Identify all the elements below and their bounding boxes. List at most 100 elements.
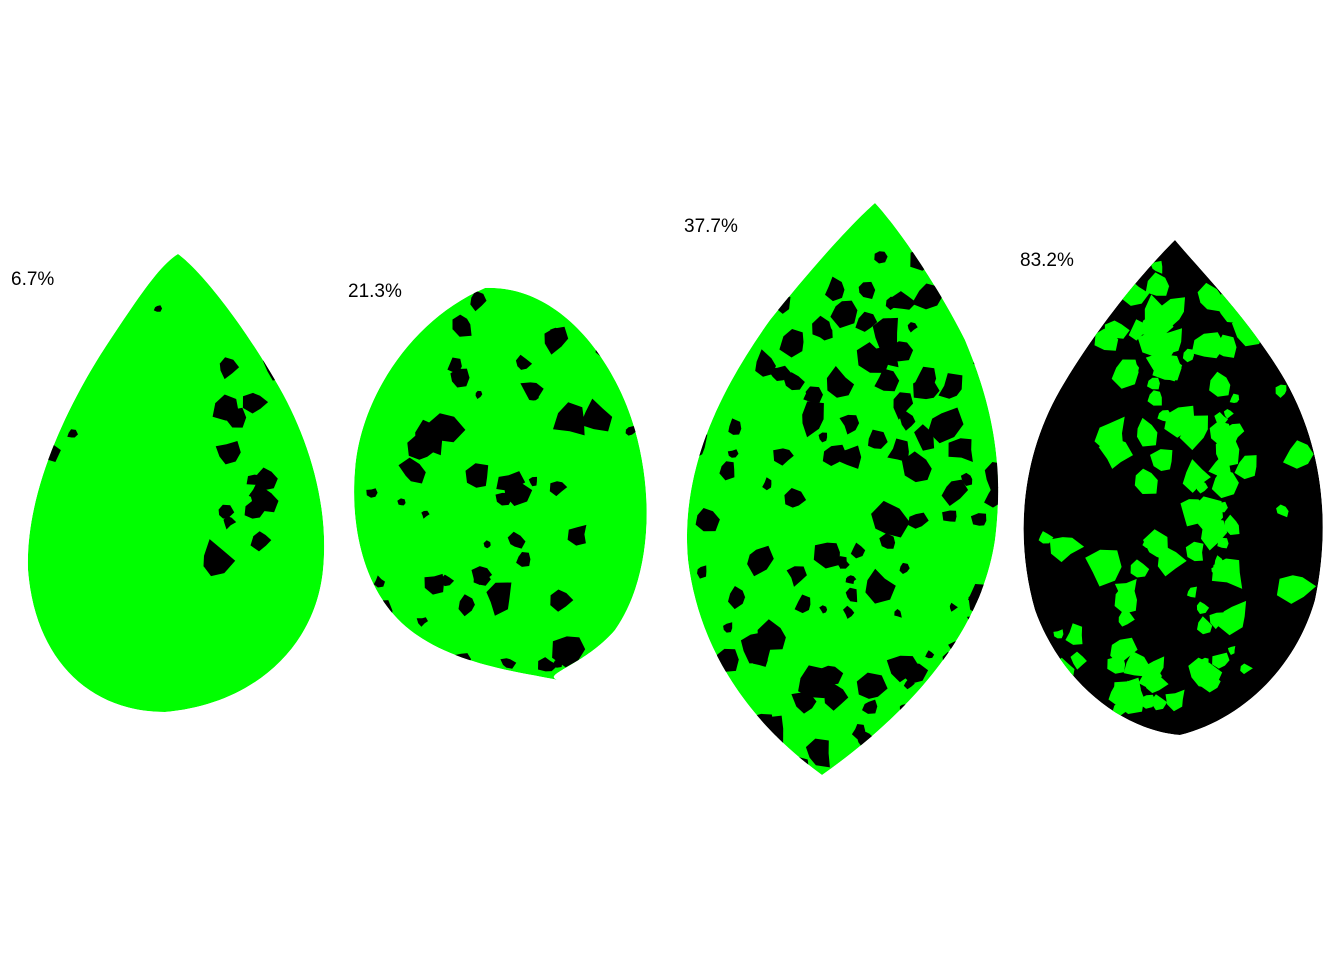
leaf-3-lesion [777,247,801,263]
leaf-3-lesion [819,605,828,614]
leaf-3-lesion [697,565,707,579]
leaf-3-lesion [874,368,900,392]
severity-label-leaf-1: 6.7% [11,269,55,290]
leaf-3-lesion [856,672,888,699]
leaf-2-lesion [486,582,512,616]
leaf-3-lesion [689,729,713,755]
leaf-2-lesion [549,481,568,497]
leaf-2-lesion [515,354,533,370]
leaf-3-lesion [856,342,891,373]
leaf-4-healthy-patch [1275,384,1287,398]
leaf-3-lesion [700,349,733,373]
leaf-3-lesion [954,264,965,273]
leaf-3-lesion [885,341,914,362]
leaf-4-healthy-patch [1157,410,1172,422]
leaf-2-lesion [421,510,430,519]
leaf-3-lesion [991,630,999,642]
leaf-3-lesion [759,274,771,287]
leaf-4-vein-patch [1157,546,1187,577]
leaf-3-lesion [702,693,727,723]
leaf-2-lesion [580,398,613,432]
leaf-2-lesion [483,540,491,549]
leaf-2-lesion [440,574,455,587]
leaf-4-healthy-patch [1023,659,1043,692]
leaf-1-lesion [218,504,235,519]
leaf-4-vein-patch [1152,694,1168,711]
leaf-3-lesion [887,438,909,463]
leaf-3-lesion [883,761,899,775]
leaf-4-vein-patch [1137,417,1158,447]
leaf-2-lesion [453,653,472,670]
leaf-3-lesion [910,247,939,271]
leaf-4-healthy-patch [1180,499,1209,527]
leaf-3-lesion [960,472,973,486]
leaf-2-lesion [516,552,531,567]
leaf-4-healthy-patch [1128,319,1148,341]
leaf-4-vein-patch [1161,297,1185,329]
leaf-2-lesion [507,531,526,549]
leaf-3-lesion [826,366,855,398]
leaf-4-vein-patch [1147,377,1160,390]
leaf-4-healthy-patch [1315,620,1323,630]
leaf-4-vein-patch [1145,272,1170,296]
leaf-3-lesion [686,261,708,286]
leaf-2-lesion [458,594,475,617]
leaf-3-lesion [984,486,999,508]
leaf-3-lesion [851,724,866,739]
leaf-3-lesion [843,605,855,619]
leaf-2-lesion [505,672,518,680]
leaf-4-healthy-patch [1234,455,1257,480]
leaf-2-lesion [582,658,611,680]
leaf-4-vein-patch [1145,672,1169,694]
severity-label-leaf-3: 37.7% [684,216,738,237]
leaf-3-lesion [928,407,964,444]
leaf-3-lesion [820,665,844,686]
leaf-4-vein-patch [1201,670,1221,693]
leaf-3-lesion [794,594,811,614]
leaf-3-lesion [839,414,860,435]
leaf-4-healthy-patch [1223,409,1234,419]
leaf-4-vein-patch [1219,478,1234,496]
leaf-4-vein-patch [1144,294,1172,330]
leaf-2-lesion [500,658,517,669]
leaf-4-vein-patch [1187,586,1197,598]
leaf-2-lesion [470,290,487,312]
leaf-3-lesion [757,619,786,650]
leaf-3-lesion [894,609,902,618]
leaf-4-healthy-patch [1065,623,1083,645]
leaf-4-vein-patch [1197,282,1224,312]
leaf-4-healthy-patch [1196,479,1208,494]
leaf-3-lesion [728,418,742,435]
leaf-3-lesion [750,221,761,234]
leaf-3-lesion [868,429,888,449]
leaf-3-lesion [699,242,730,269]
leaf-1-lesion [223,515,237,530]
leaf-4-healthy-patch [1023,404,1048,427]
leaf-3-lesion [784,488,807,508]
leaf-3-lesion [783,372,805,391]
leaf-3-lesion [773,448,794,466]
leaf-4-healthy-patch [1211,558,1243,589]
leaf-4-vein-patch [1196,601,1210,614]
leaf-4-vein-patch [1112,701,1131,717]
leaf-4-vein-patch [1209,371,1231,397]
leaf-3-lesion [747,713,777,741]
leaf-3-lesion [787,756,809,775]
leaf-2-lesion [571,288,601,317]
leaf-3-lesion [805,738,830,768]
leaf-2-lesion [366,488,378,498]
leaf-3-lesion [703,253,712,259]
leaf-4-healthy-patch [1276,575,1317,604]
leaf-3-lesion [735,741,756,767]
leaf-3-lesion [871,500,910,538]
leaf-3-lesion [979,669,997,702]
leaf-4-vein-patch [1229,393,1240,403]
leaf-3-lesion [830,300,858,329]
leaf-4-vein-patch [1113,677,1141,702]
leaf-2-lesion [538,657,558,672]
leaf-4-vein-patch [1134,468,1158,494]
leaf-2-lesion [397,498,406,506]
leaf-4-healthy-patch [1118,611,1135,627]
leaf-3-lesion [892,291,917,310]
